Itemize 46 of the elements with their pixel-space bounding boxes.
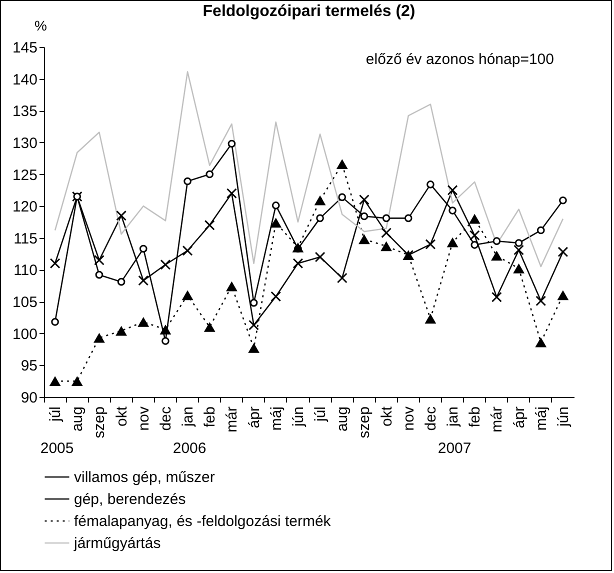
x-tick-label: júl bbox=[312, 406, 330, 423]
y-tick-label: 95 bbox=[20, 358, 38, 375]
y-tick-label: 110 bbox=[14, 262, 38, 280]
y-tick-label: 105 bbox=[12, 294, 38, 312]
text: 2005 bbox=[40, 440, 74, 457]
y-tick-label: 100 bbox=[12, 326, 38, 343]
x-tick-label: szep bbox=[356, 406, 374, 438]
x-tick-label: nov bbox=[400, 406, 418, 431]
x-tick-label: aug bbox=[69, 406, 86, 432]
x-tick-label: feb bbox=[202, 406, 219, 428]
y-tick-label: 145 bbox=[12, 40, 38, 56]
x-tick-label: ápr bbox=[510, 406, 528, 428]
x-tick-label: dec bbox=[157, 406, 174, 431]
y-tick-label: 140 bbox=[12, 71, 38, 88]
chart-title: Feldolgozóipari termelés (2) bbox=[202, 3, 416, 20]
legend-label: fémalapanyag, és -feldolgozási termék bbox=[74, 513, 332, 530]
x-tick-label: feb bbox=[466, 406, 484, 428]
x-tick-label: jan bbox=[180, 406, 197, 428]
y-tick-label: 90 bbox=[20, 390, 38, 406]
legend-label: gép, berendezés bbox=[74, 491, 186, 508]
text: 2007 bbox=[438, 440, 472, 457]
x-tick-label: ápr bbox=[246, 406, 263, 428]
y-tick-label: 135 bbox=[12, 103, 38, 120]
x-tick-label: már bbox=[488, 406, 506, 432]
x-tick-label: aug bbox=[334, 406, 352, 432]
x-tick-label: dec bbox=[422, 406, 440, 431]
x-tick-label: jún bbox=[290, 406, 307, 428]
chart-subtitle: előző év azonos hónap=100 bbox=[366, 51, 554, 68]
y-axis-title: % bbox=[34, 18, 47, 34]
y-tick-label: 115 bbox=[14, 230, 38, 248]
legend-label: villamos gép, műszer bbox=[74, 469, 215, 486]
x-tick-label: máj bbox=[268, 406, 285, 431]
x-tick-label: júl bbox=[47, 406, 64, 423]
x-tick-label: okt bbox=[378, 406, 396, 427]
y-tick-label: 130 bbox=[12, 134, 38, 152]
x-tick-label: máj bbox=[532, 406, 550, 431]
x-tick-label: okt bbox=[113, 406, 130, 427]
legend-label: járműgyártás bbox=[73, 535, 161, 552]
x-tick-label: már bbox=[224, 406, 241, 432]
x-tick-label: jún bbox=[554, 406, 572, 428]
x-tick-label: nov bbox=[135, 406, 152, 431]
text: 2006 bbox=[172, 440, 206, 457]
y-tick-label: 120 bbox=[12, 198, 38, 216]
x-tick-label: szep bbox=[91, 406, 108, 438]
y-tick-label: 125 bbox=[12, 166, 38, 184]
x-tick-label: jan bbox=[444, 406, 462, 428]
